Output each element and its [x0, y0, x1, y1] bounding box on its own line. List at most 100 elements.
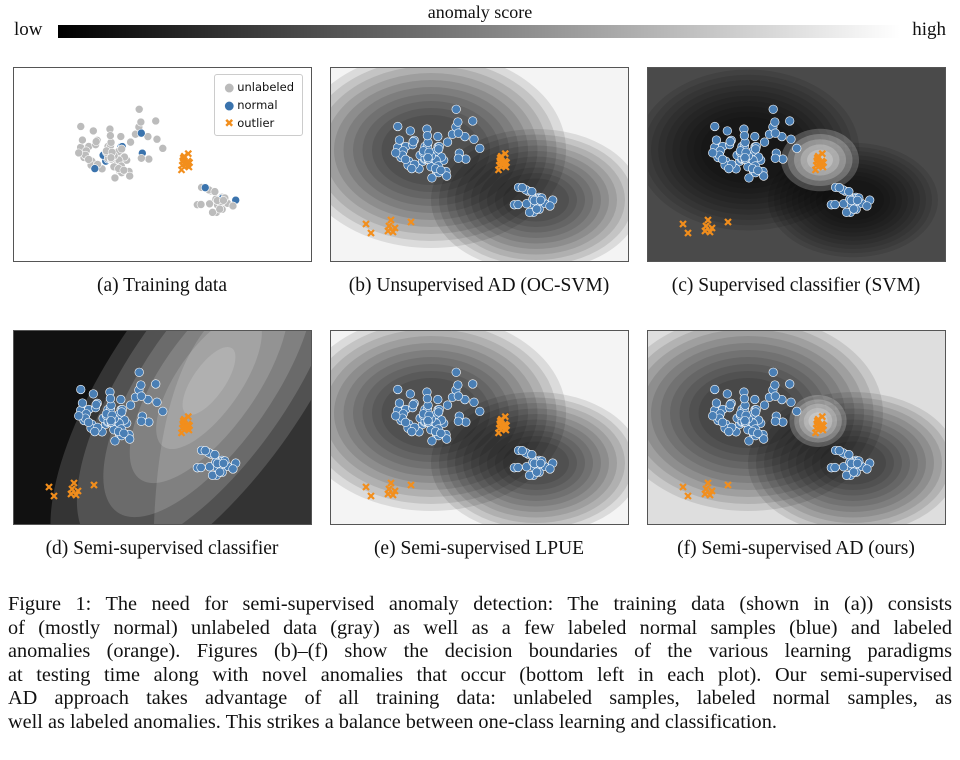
point	[844, 187, 854, 197]
point	[434, 407, 444, 417]
point	[436, 165, 446, 175]
panel-caption: (f) Semi-supervised AD (ours)	[677, 538, 915, 559]
point	[126, 137, 135, 147]
outlier-mark	[701, 490, 709, 498]
point	[391, 411, 401, 421]
outlier-mark	[67, 490, 75, 498]
legend-label: normal	[237, 98, 278, 112]
point	[453, 153, 463, 163]
contour	[76, 331, 311, 524]
point	[710, 121, 720, 132]
point	[724, 427, 734, 437]
figure-caption: Figure 1: The need for semi-supervised a…	[8, 593, 952, 734]
point	[134, 104, 144, 114]
point	[218, 458, 229, 468]
outlier-mark	[384, 227, 392, 235]
outlier-mark	[178, 161, 187, 170]
outlier-mark	[814, 152, 823, 161]
outlier-mark	[497, 415, 506, 424]
point	[527, 187, 537, 197]
colorbar	[58, 25, 900, 38]
point	[89, 126, 98, 136]
point	[852, 458, 863, 468]
point	[751, 144, 761, 154]
point	[405, 126, 415, 136]
contour	[129, 331, 289, 484]
point	[394, 135, 405, 145]
point	[451, 104, 461, 114]
outlier-mark	[407, 481, 415, 489]
contour	[103, 331, 311, 518]
outlier-mark	[684, 229, 692, 237]
point	[208, 208, 217, 217]
point	[158, 144, 168, 153]
point	[759, 137, 770, 147]
point	[405, 389, 415, 399]
outlier-mark	[724, 481, 732, 489]
point	[84, 155, 93, 164]
point	[770, 128, 780, 138]
outlier-mark	[387, 479, 395, 487]
panel-caption: (b) Unsupervised AD (OC-SVM)	[348, 275, 610, 296]
point	[785, 379, 795, 389]
point	[433, 394, 443, 405]
contour	[156, 331, 262, 450]
point	[750, 131, 760, 142]
plot	[331, 331, 628, 524]
plot	[331, 68, 628, 261]
outlier-mark	[495, 161, 504, 170]
point	[119, 428, 129, 438]
background	[648, 68, 945, 261]
point	[196, 200, 206, 209]
outlier-mark	[814, 415, 823, 424]
point	[422, 131, 432, 141]
point	[90, 164, 100, 173]
point	[105, 394, 115, 404]
caption-line: well as labeled anomalies. This strikes …	[8, 710, 777, 733]
plot	[648, 68, 945, 261]
outlier-mark	[724, 218, 732, 226]
point	[830, 199, 840, 210]
point	[215, 204, 225, 214]
point	[90, 427, 100, 437]
point	[710, 384, 720, 395]
point	[152, 134, 162, 144]
point	[119, 165, 129, 175]
legend-label: unlabeled	[237, 80, 294, 94]
point	[110, 436, 120, 446]
outlier-mark	[391, 487, 399, 495]
point	[453, 391, 463, 401]
point	[442, 171, 452, 181]
point	[751, 407, 761, 417]
point	[151, 116, 161, 126]
point	[535, 195, 546, 205]
point	[717, 417, 728, 427]
point	[106, 416, 116, 426]
contour	[648, 331, 883, 511]
point	[106, 153, 116, 162]
point	[151, 379, 161, 389]
point	[136, 117, 146, 127]
contour	[154, 331, 311, 524]
point	[453, 416, 463, 426]
outlier-mark	[391, 224, 399, 232]
point	[785, 116, 795, 126]
point	[422, 394, 432, 404]
point	[711, 398, 722, 408]
outlier-mark	[812, 161, 821, 170]
point	[753, 428, 763, 438]
point	[453, 117, 463, 127]
point	[423, 153, 433, 163]
caption-line: at testing time along with novel anomali…	[8, 663, 952, 686]
point	[125, 434, 135, 444]
point	[77, 398, 88, 408]
point	[453, 128, 463, 138]
outlier-mark	[90, 481, 98, 489]
plot	[14, 68, 311, 261]
point	[78, 135, 87, 145]
point	[117, 144, 126, 154]
point	[862, 464, 872, 474]
point	[468, 116, 478, 126]
background	[648, 331, 945, 524]
point	[517, 183, 527, 193]
